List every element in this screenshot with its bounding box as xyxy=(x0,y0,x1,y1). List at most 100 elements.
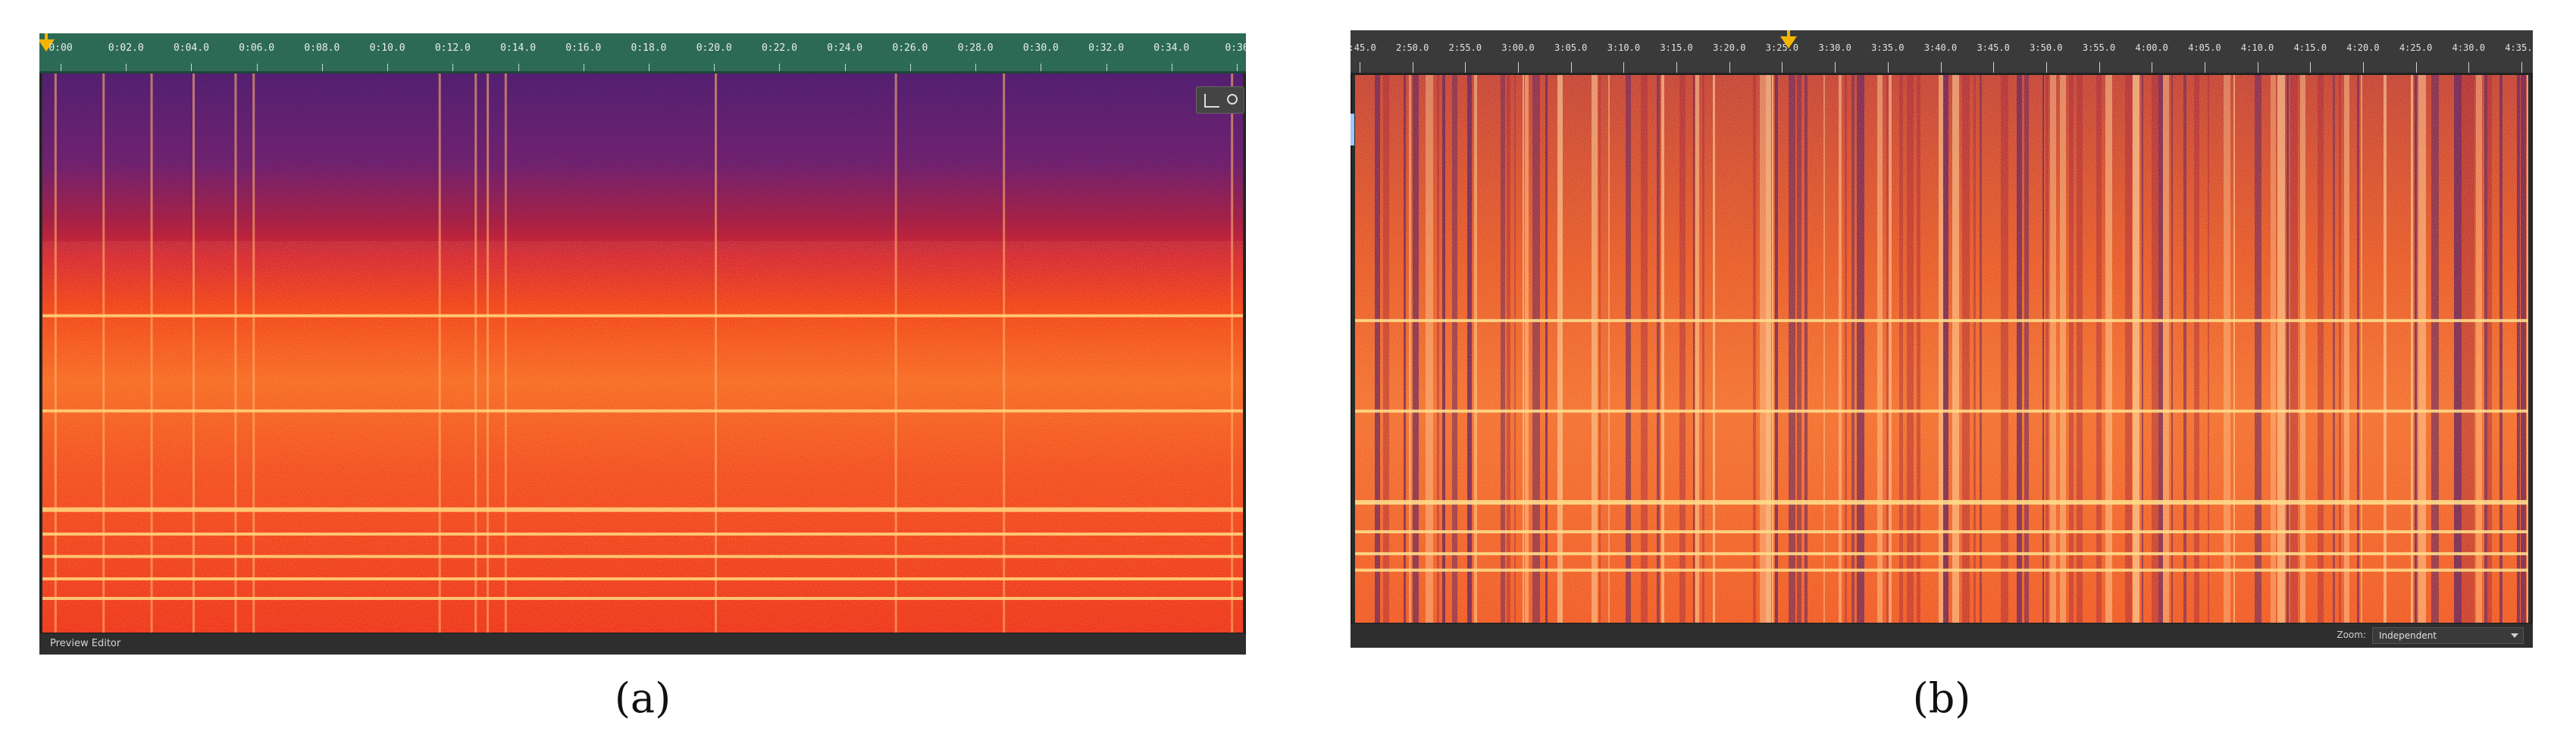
ruler-tick-mark xyxy=(844,64,846,71)
spectrogram-frequency-band xyxy=(42,577,1243,581)
spectrogram-vertical-line xyxy=(150,73,153,633)
ruler-tick-label: 4:20.0 xyxy=(2346,42,2380,53)
ruler-tick-mark xyxy=(1835,62,1836,73)
spectrogram-vertical-line xyxy=(1231,73,1234,633)
ruler-tick-label: 0:16.0 xyxy=(565,42,602,54)
ruler-tick-mark xyxy=(256,64,258,71)
ruler-tick-mark xyxy=(975,64,977,71)
ruler-tick-label: 4:25.0 xyxy=(2399,42,2433,53)
spectrogram-vertical-line xyxy=(234,73,237,633)
timeline-ruler-b[interactable]: 2:45.0 2:50.0 2:55.0 3:00.0 3:05.0 3:10.0 3:15… xyxy=(1351,30,2533,75)
timeline-ruler-a[interactable]: 0:00 0:02.0 0:04.0 0:06.0 0:08.0 0:10.0 0:12.0… xyxy=(39,33,1246,73)
spectrogram-frequency-band xyxy=(1355,552,2528,555)
ruler-tick-mark xyxy=(1623,62,1625,73)
ruler-tick-mark xyxy=(321,64,323,71)
spectrogram-view-a[interactable] xyxy=(42,73,1243,633)
ruler-tick-label: 4:00.0 xyxy=(2135,42,2168,53)
ruler-tick-label: 4:05.0 xyxy=(2188,42,2221,53)
display-options-button[interactable] xyxy=(1196,86,1244,114)
ruler-tick-label: 4:35.0 xyxy=(2505,42,2533,53)
spectrogram-vertical-line xyxy=(54,73,57,633)
spectrogram-image-a xyxy=(42,73,1243,633)
ruler-tick-label: 3:25.0 xyxy=(1765,42,1799,53)
ruler-tick-label: 0:14.0 xyxy=(500,42,537,54)
ruler-tick-label: 0:00 xyxy=(49,42,73,54)
ruler-tick-label: 4:10.0 xyxy=(2240,42,2274,53)
ruler-tick-label: 0:20.0 xyxy=(696,42,732,54)
ruler-tick-mark xyxy=(909,64,911,71)
settings-knob-icon xyxy=(1227,94,1238,105)
ruler-tick-label: 0:02.0 xyxy=(108,42,144,54)
spectrogram-frequency-band xyxy=(1355,530,2528,533)
ruler-tick-label: 3:50.0 xyxy=(2030,42,2063,53)
ruler-tick-label: 0:04.0 xyxy=(173,42,209,54)
spectrogram-noise xyxy=(42,73,1243,242)
spectrogram-frequency-band xyxy=(42,314,1243,317)
ruler-tick-mark xyxy=(2415,62,2417,73)
zoom-select[interactable]: Independent xyxy=(2372,627,2524,644)
ruler-tick-label: 3:30.0 xyxy=(1818,42,1851,53)
ruler-tick-mark xyxy=(779,64,781,71)
ruler-tick-label: 3:10.0 xyxy=(1607,42,1641,53)
status-label: Preview Editor xyxy=(50,638,121,649)
spectrogram-frequency-band xyxy=(42,596,1243,600)
spectrogram-vertical-line xyxy=(192,73,195,633)
ruler-tick-mark xyxy=(387,64,389,71)
ruler-tick-label: 3:20.0 xyxy=(1713,42,1746,53)
ruler-tick-mark xyxy=(1782,62,1783,73)
ruler-tick-label: 0:30.0 xyxy=(1022,42,1059,54)
ruler-tick-mark xyxy=(1106,64,1107,71)
ruler-tick-label: 2:50.0 xyxy=(1395,42,1429,53)
ruler-tick-label: 3:40.0 xyxy=(1923,42,1958,53)
ruler-tick-mark xyxy=(1237,64,1238,71)
spectrogram-view-b[interactable] xyxy=(1355,75,2528,623)
spectrogram-panel-b: 2:45.0 2:50.0 2:55.0 3:00.0 3:05.0 3:10.0 3:15… xyxy=(1351,30,2533,648)
ruler-tick-label: 0:18.0 xyxy=(631,42,667,54)
ruler-tick-label: 0:32.0 xyxy=(1088,42,1125,54)
ruler-tick-mark xyxy=(1729,62,1730,73)
ruler-tick-label: 4:15.0 xyxy=(2293,42,2327,53)
spectrogram-image-b xyxy=(1355,75,2528,623)
ruler-tick-mark xyxy=(714,64,715,71)
chevron-down-icon xyxy=(2511,633,2518,638)
spectrogram-vertical-line xyxy=(102,73,105,633)
ruler-tick-label: 0:28.0 xyxy=(957,42,994,54)
spectrogram-vertical-line xyxy=(504,73,507,633)
ruler-tick-mark xyxy=(2099,62,2100,73)
spectrogram-noise xyxy=(1355,75,2528,623)
zoom-select-value: Independent xyxy=(2379,630,2437,641)
ruler-tick-label: 3:35.0 xyxy=(1871,42,1905,53)
ruler-tick-label: 0:24.0 xyxy=(827,42,863,54)
ruler-tick-mark xyxy=(1676,62,1678,73)
spectrogram-frequency-band xyxy=(1355,500,2528,505)
spectrogram-frequency-band xyxy=(42,507,1243,512)
ruler-tick-label: 2:45.0 xyxy=(1351,42,1376,53)
ruler-tick-mark xyxy=(2521,62,2522,73)
spectrogram-vertical-line xyxy=(252,73,255,633)
chart-icon xyxy=(1204,94,1219,108)
ruler-tick-mark xyxy=(1465,62,1466,73)
spectrogram-panel-a: 0:00 0:02.0 0:04.0 0:06.0 0:08.0 0:10.0 0:12.0… xyxy=(39,33,1246,655)
ruler-tick-label: 0:26.0 xyxy=(892,42,928,54)
ruler-tick-label: 3:00.0 xyxy=(1501,42,1535,53)
ruler-tick-mark xyxy=(2362,62,2364,73)
spectrogram-frequency-band xyxy=(1355,409,2528,413)
playhead-marker-a[interactable] xyxy=(39,33,55,52)
ruler-tick-mark xyxy=(1887,62,1889,73)
spectrogram-frequency-band xyxy=(42,532,1243,536)
spectrogram-noise xyxy=(42,241,1243,633)
ruler-tick-label: 0:12.0 xyxy=(434,42,471,54)
ruler-tick-mark xyxy=(452,64,454,71)
spectrogram-frequency-band xyxy=(1355,319,2528,323)
zoom-label: Zoom: xyxy=(2337,630,2366,640)
ruler-tick-mark xyxy=(1993,62,1995,73)
spectrogram-frequency-band xyxy=(1355,568,2528,572)
spectrogram-vertical-line xyxy=(474,73,477,633)
ruler-tick-mark xyxy=(2310,62,2312,73)
ruler-tick-label: 4:30.0 xyxy=(2452,42,2485,53)
ruler-tick-label: 0:10.0 xyxy=(369,42,405,54)
playhead-marker-b[interactable] xyxy=(1780,30,1797,48)
caption-b: (b) xyxy=(1912,674,1971,722)
caption-a: (a) xyxy=(614,674,671,722)
ruler-tick-label: 3:05.0 xyxy=(1554,42,1588,53)
